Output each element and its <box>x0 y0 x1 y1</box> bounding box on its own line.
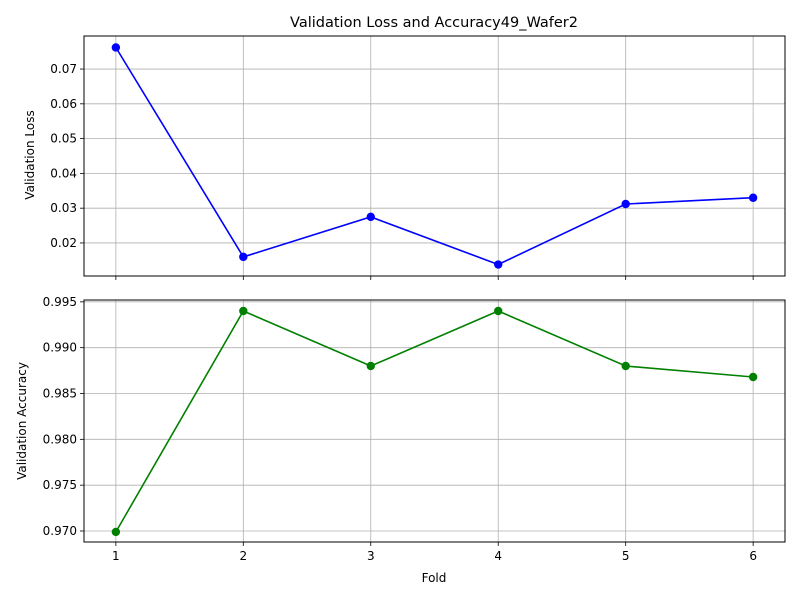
loss-data-point <box>366 212 375 222</box>
loss-data-point <box>621 199 630 209</box>
loss-y-axis-label: Validation Loss <box>23 110 37 199</box>
loss-subplot: 0.02 0.03 0.04 0.05 0.06 0.07 <box>50 35 786 280</box>
x-tick-label: 3 <box>367 549 375 563</box>
accuracy-series-line <box>115 309 754 533</box>
loss-y-tick-label: 0.06 <box>50 97 77 111</box>
loss-y-tick-label: 0.04 <box>50 166 77 180</box>
accuracy-axes-frame <box>83 299 786 543</box>
x-tick-label: 6 <box>749 549 757 563</box>
chart-title: Validation Loss and Accuracy49_Wafer2 <box>290 15 578 31</box>
loss-y-tick-label: 0.05 <box>50 132 77 146</box>
accuracy-y-axis-label: Validation Accuracy <box>15 362 29 480</box>
x-tick-label: 2 <box>239 549 247 563</box>
x-tick-label: 1 <box>112 549 120 563</box>
accuracy-y-tick-label: 0.985 <box>43 387 77 401</box>
accuracy-y-tick-label: 0.980 <box>43 432 77 446</box>
accuracy-data-point <box>494 306 503 316</box>
accuracy-data-point <box>366 361 375 371</box>
accuracy-data-point <box>621 361 630 371</box>
loss-axes-frame <box>83 35 786 277</box>
loss-y-tick-label: 0.02 <box>50 236 77 250</box>
loss-y-tick-label: 0.07 <box>50 62 77 76</box>
accuracy-data-point <box>111 527 121 537</box>
loss-series-line <box>115 47 754 266</box>
accuracy-y-tick-label: 0.990 <box>43 341 77 355</box>
loss-data-point <box>494 260 503 269</box>
x-tick-label: 5 <box>622 549 630 563</box>
loss-y-tick-label: 0.03 <box>50 201 77 215</box>
accuracy-data-point <box>239 306 248 316</box>
accuracy-y-tick-label: 0.995 <box>43 295 77 309</box>
accuracy-data-point <box>748 372 758 382</box>
x-axis-label: Fold <box>422 571 447 585</box>
loss-data-point <box>239 252 248 262</box>
accuracy-y-tick-label: 0.975 <box>43 478 77 492</box>
accuracy-subplot: 1 2 3 4 5 6 0.970 0.975 0.980 0.985 0.990 0.995 <box>43 295 786 563</box>
accuracy-y-tick-label: 0.970 <box>43 524 77 538</box>
loss-data-point <box>748 193 758 202</box>
loss-data-point <box>111 43 121 52</box>
x-tick-label: 4 <box>494 549 502 563</box>
